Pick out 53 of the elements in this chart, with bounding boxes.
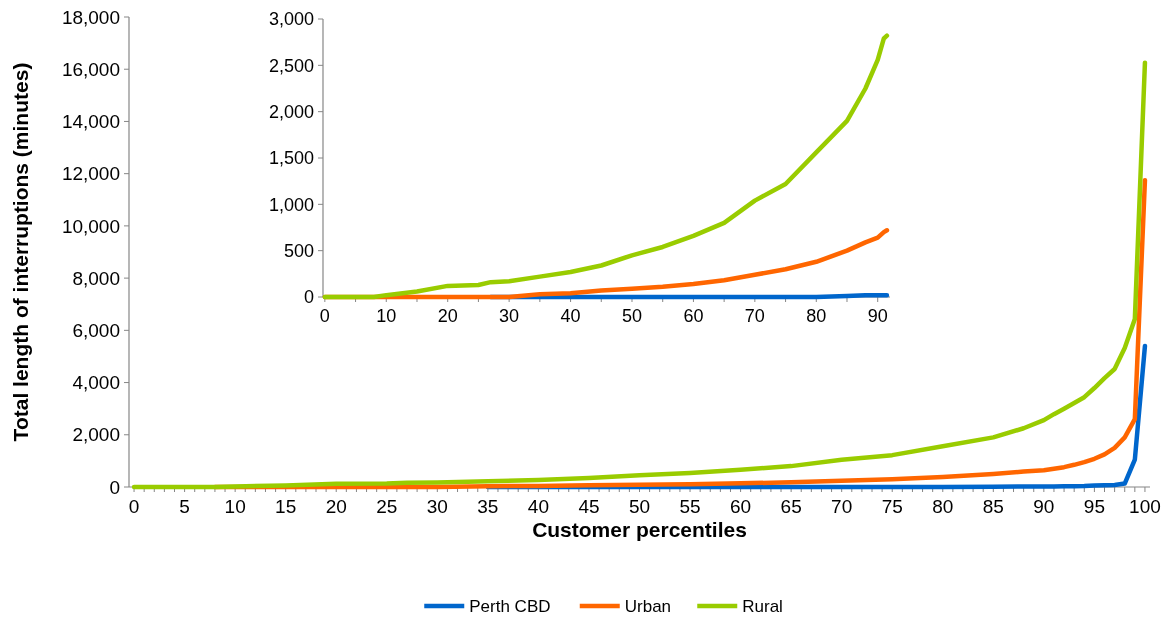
x-tick-label: 95 — [1083, 496, 1105, 517]
y-axis-title: Total length of interruptions (minutes) — [9, 62, 32, 442]
y-tick-label: 2,500 — [268, 55, 314, 76]
y-tick-label: 0 — [303, 287, 314, 308]
legend-label: Urban — [624, 596, 672, 616]
x-tick-label: 80 — [932, 496, 954, 517]
x-tick-label: 25 — [376, 496, 398, 517]
x-tick-label: 5 — [179, 496, 190, 517]
y-tick-label: 10,000 — [61, 215, 120, 237]
y-tick-label: 1,000 — [268, 194, 314, 215]
x-tick-label: 20 — [325, 496, 347, 517]
y-tick-label: 12,000 — [61, 163, 120, 185]
x-tick-label: 20 — [437, 306, 458, 326]
x-tick-label: 30 — [426, 496, 448, 517]
y-tick-label: 3,000 — [268, 9, 314, 30]
x-tick-label: 30 — [499, 306, 520, 326]
x-tick-label: 45 — [578, 496, 600, 517]
x-tick-label: 75 — [881, 496, 903, 517]
y-tick-label: 8,000 — [72, 267, 120, 289]
x-tick-label: 65 — [780, 496, 802, 517]
x-tick-label: 10 — [224, 496, 246, 517]
x-tick-label: 60 — [730, 496, 752, 517]
legend-label: Rural — [742, 596, 783, 616]
x-tick-label: 50 — [621, 306, 643, 326]
x-tick-label: 60 — [683, 306, 704, 326]
y-tick-label: 4,000 — [72, 372, 120, 394]
x-tick-label: 70 — [831, 496, 853, 517]
y-tick-label: 2,000 — [72, 424, 120, 446]
x-tick-label: 85 — [982, 496, 1004, 517]
y-tick-label: 6,000 — [72, 319, 120, 341]
y-tick-label: 16,000 — [61, 58, 120, 80]
x-tick-label: 40 — [560, 306, 581, 326]
y-tick-label: 500 — [283, 240, 314, 261]
x-tick-label: 90 — [1033, 496, 1055, 517]
y-tick-label: 1,500 — [268, 148, 314, 169]
y-tick-label: 2,000 — [268, 101, 314, 122]
x-tick-label: 0 — [319, 306, 330, 326]
x-tick-label: 10 — [376, 306, 397, 326]
x-tick-label: 35 — [477, 496, 499, 517]
x-tick-label: 0 — [128, 496, 140, 517]
x-axis-title: Customer percentiles — [532, 518, 747, 541]
y-tick-label: 14,000 — [61, 111, 120, 133]
x-tick-label: 70 — [744, 306, 765, 326]
y-tick-label: 0 — [109, 476, 120, 498]
x-tick-label: 100 — [1129, 496, 1161, 517]
legend-label: Perth CBD — [469, 596, 551, 616]
x-tick-label: 40 — [527, 496, 549, 517]
x-tick-label: 55 — [679, 496, 701, 517]
x-tick-label: 80 — [806, 306, 827, 326]
x-tick-label: 90 — [867, 306, 888, 326]
x-tick-label: 15 — [275, 496, 297, 517]
y-tick-label: 18,000 — [61, 6, 120, 28]
x-tick-label: 50 — [628, 496, 651, 517]
